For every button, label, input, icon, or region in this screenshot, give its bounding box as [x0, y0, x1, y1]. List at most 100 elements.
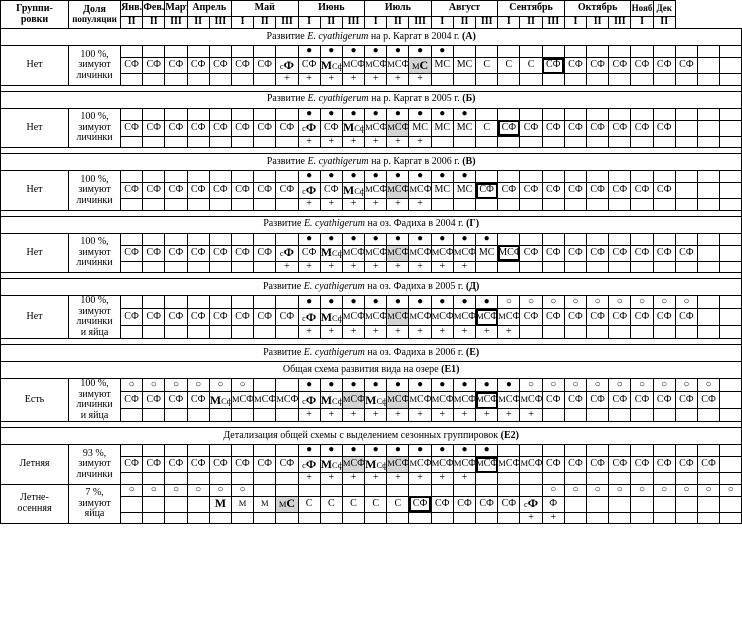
row-g-stage-5[interactable]: СФ: [208, 244, 232, 262]
row-d-stage-24[interactable]: СФ: [630, 308, 654, 327]
row-a-stage-15[interactable]: МС: [430, 57, 454, 74]
row-v-stage-20[interactable]: СФ: [541, 182, 565, 199]
row-a-stage-12[interactable]: МСФ: [364, 57, 388, 74]
row-g-stage-21[interactable]: СФ: [563, 244, 588, 262]
row-b-stage-25[interactable]: СФ: [652, 119, 676, 137]
row-v-stage-2[interactable]: СФ: [142, 182, 166, 199]
row-summer_autumn-stage-6[interactable]: М: [230, 495, 255, 513]
row-summer_autumn-stage-13[interactable]: С: [386, 495, 410, 513]
row-b-stage-12[interactable]: МСФ: [364, 119, 388, 137]
row-e1-stage-13[interactable]: МСФ: [386, 391, 410, 410]
row-g-stage-9[interactable]: СФ: [297, 244, 321, 262]
row-d-stage-16[interactable]: МСФ: [452, 308, 477, 327]
row-summer-stage-4[interactable]: СФ: [186, 456, 210, 473]
row-d-stage-1[interactable]: СФ: [119, 308, 144, 327]
row-e1-stage-3[interactable]: СФ: [164, 391, 188, 410]
row-a-stage-4[interactable]: СФ: [186, 57, 210, 74]
row-d-stage-6[interactable]: СФ: [230, 308, 255, 327]
row-b-stage-28[interactable]: [719, 119, 742, 137]
row-a-stage-18[interactable]: С: [497, 57, 521, 74]
row-g-stage-28[interactable]: [719, 244, 742, 262]
row-b-stage-23[interactable]: СФ: [608, 119, 632, 137]
row-summer-stage-6[interactable]: СФ: [230, 456, 255, 473]
row-summer_autumn-stage-8[interactable]: МС: [275, 495, 299, 513]
row-b-stage-8[interactable]: СФ: [275, 119, 299, 137]
row-e1-stage-17[interactable]: МСФ: [475, 391, 499, 410]
row-d-stage-13[interactable]: МСФ: [386, 308, 410, 327]
row-a-stage-8[interactable]: сФ: [275, 57, 299, 74]
row-b-stage-26[interactable]: [674, 119, 698, 137]
row-b-stage-20[interactable]: СФ: [541, 119, 565, 137]
row-b-stage-13[interactable]: МСФ: [386, 119, 410, 137]
row-summer_autumn-stage-27[interactable]: [696, 495, 721, 513]
row-summer-stage-28[interactable]: [719, 456, 742, 473]
row-summer_autumn-stage-28[interactable]: [719, 495, 742, 513]
row-summer_autumn-stage-21[interactable]: [563, 495, 588, 513]
row-summer-stage-26[interactable]: СФ: [674, 456, 698, 473]
row-a-stage-1[interactable]: СФ: [119, 57, 144, 74]
row-g-stage-4[interactable]: СФ: [186, 244, 210, 262]
row-v-stage-6[interactable]: СФ: [230, 182, 255, 199]
row-b-stage-19[interactable]: СФ: [519, 119, 543, 137]
row-g-stage-3[interactable]: СФ: [164, 244, 188, 262]
row-a-stage-2[interactable]: СФ: [142, 57, 166, 74]
row-summer-stage-12[interactable]: МСф: [364, 456, 388, 473]
row-b-stage-15[interactable]: МС: [430, 119, 454, 137]
row-summer_autumn-stage-20[interactable]: Ф: [541, 495, 565, 513]
row-a-stage-26[interactable]: СФ: [674, 57, 698, 74]
row-b-stage-5[interactable]: СФ: [208, 119, 232, 137]
row-d-stage-17[interactable]: МСФ: [475, 308, 499, 327]
row-g-stage-12[interactable]: МСФ: [364, 244, 388, 262]
row-summer_autumn-stage-5[interactable]: М: [208, 495, 232, 513]
row-e1-stage-5[interactable]: МСф: [208, 391, 232, 410]
row-d-stage-25[interactable]: СФ: [652, 308, 676, 327]
row-summer-stage-11[interactable]: МСФ: [341, 456, 366, 473]
row-summer_autumn-stage-15[interactable]: СФ: [430, 495, 454, 513]
row-summer-stage-9[interactable]: сФ: [297, 456, 321, 473]
row-summer-stage-16[interactable]: МСФ: [452, 456, 477, 473]
row-d-stage-27[interactable]: [696, 308, 721, 327]
row-summer-stage-21[interactable]: СФ: [563, 456, 588, 473]
row-e1-stage-20[interactable]: СФ: [541, 391, 565, 410]
row-e1-stage-22[interactable]: СФ: [586, 391, 610, 410]
row-summer_autumn-stage-10[interactable]: С: [319, 495, 343, 513]
row-b-stage-11[interactable]: МСф: [341, 119, 366, 137]
row-v-stage-25[interactable]: СФ: [652, 182, 676, 199]
row-d-stage-15[interactable]: МСФ: [430, 308, 454, 327]
row-e1-stage-18[interactable]: МСФ: [497, 391, 521, 410]
row-d-stage-21[interactable]: СФ: [563, 308, 588, 327]
row-g-stage-25[interactable]: СФ: [652, 244, 676, 262]
row-v-stage-15[interactable]: МС: [430, 182, 454, 199]
row-v-stage-8[interactable]: СФ: [275, 182, 299, 199]
row-v-stage-3[interactable]: СФ: [164, 182, 188, 199]
row-b-stage-10[interactable]: СФ: [319, 119, 343, 137]
row-b-stage-3[interactable]: СФ: [164, 119, 188, 137]
row-d-stage-19[interactable]: СФ: [519, 308, 543, 327]
row-e1-stage-26[interactable]: СФ: [674, 391, 698, 410]
row-d-stage-7[interactable]: СФ: [253, 308, 277, 327]
row-a-stage-21[interactable]: СФ: [563, 57, 588, 74]
row-g-stage-14[interactable]: МСФ: [408, 244, 432, 262]
row-summer_autumn-stage-3[interactable]: [164, 495, 188, 513]
row-d-stage-23[interactable]: СФ: [608, 308, 632, 327]
row-v-stage-27[interactable]: [696, 182, 721, 199]
row-a-stage-3[interactable]: СФ: [164, 57, 188, 74]
row-d-stage-10[interactable]: МСф: [319, 308, 343, 327]
row-summer_autumn-stage-18[interactable]: СФ: [497, 495, 521, 513]
row-v-stage-13[interactable]: МСФ: [386, 182, 410, 199]
row-summer-stage-23[interactable]: СФ: [608, 456, 632, 473]
row-b-stage-2[interactable]: СФ: [142, 119, 166, 137]
row-v-stage-14[interactable]: МСФ: [408, 182, 432, 199]
row-summer-stage-20[interactable]: СФ: [541, 456, 565, 473]
row-summer-stage-18[interactable]: МСФ: [497, 456, 521, 473]
row-e1-stage-21[interactable]: СФ: [563, 391, 588, 410]
row-e1-stage-12[interactable]: МСф: [364, 391, 388, 410]
row-v-stage-18[interactable]: СФ: [497, 182, 521, 199]
row-e1-stage-28[interactable]: [719, 391, 742, 410]
row-v-stage-17[interactable]: СФ: [475, 182, 499, 199]
row-summer_autumn-stage-19[interactable]: сФ: [519, 495, 543, 513]
row-g-stage-26[interactable]: СФ: [674, 244, 698, 262]
row-a-stage-10[interactable]: МСф: [319, 57, 343, 74]
row-v-stage-24[interactable]: СФ: [630, 182, 654, 199]
row-v-stage-19[interactable]: СФ: [519, 182, 543, 199]
